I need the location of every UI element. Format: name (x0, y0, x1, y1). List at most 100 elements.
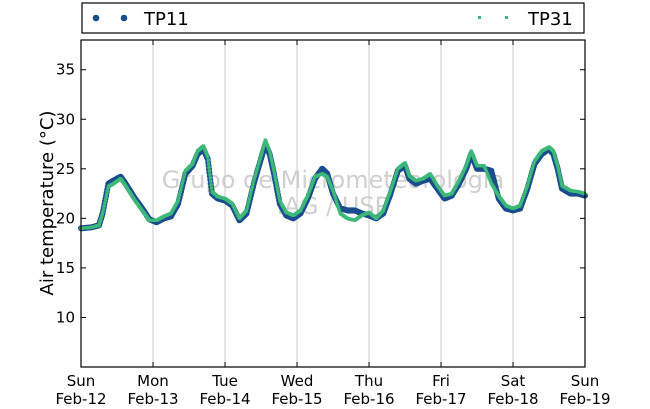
data-point (331, 189, 335, 193)
data-point (337, 209, 342, 213)
data-point (207, 162, 211, 166)
data-point (255, 166, 259, 170)
data-point (557, 172, 561, 176)
data-point (273, 175, 277, 179)
data-point (558, 176, 562, 180)
data-point (529, 171, 533, 175)
data-point (252, 179, 256, 183)
data-point (268, 149, 272, 153)
data-point (386, 195, 390, 199)
x-tick-label-date: Feb-19 (559, 390, 610, 408)
data-point (487, 176, 491, 180)
ticks: SunFeb-12MonFeb-13TueFeb-14WedFeb-15ThuF… (55, 40, 611, 408)
data-point (308, 188, 312, 192)
data-point (559, 182, 564, 186)
data-point (520, 199, 524, 204)
data-point (258, 156, 262, 160)
y-tick-label: 35 (56, 61, 75, 79)
data-point (392, 178, 396, 182)
data-point (530, 166, 534, 170)
data-point (531, 164, 535, 168)
data-point (332, 193, 336, 197)
data-point (558, 174, 562, 178)
data-point (268, 153, 273, 157)
data-point (255, 169, 259, 173)
y-tick-label: 30 (56, 110, 75, 128)
x-tick-label-day: Wed (281, 372, 314, 390)
data-point (390, 184, 394, 188)
data-point (335, 200, 339, 204)
y-tick-label: 15 (56, 259, 75, 277)
data-point (269, 155, 273, 159)
data-point (274, 181, 278, 185)
x-tick-label-day: Sat (501, 372, 526, 390)
x-tick-label-date: Feb-15 (271, 390, 322, 408)
data-point (252, 176, 257, 180)
data-point (482, 164, 486, 168)
data-point (394, 171, 398, 175)
data-point (389, 186, 393, 190)
data-point (335, 202, 339, 206)
data-point (483, 166, 487, 170)
data-point (254, 171, 258, 175)
data-point (106, 187, 110, 191)
data-point (485, 171, 489, 175)
legend-tp11-marker-2 (120, 14, 128, 22)
data-point (386, 196, 390, 201)
data-point (208, 172, 212, 176)
data-point (532, 161, 536, 165)
data-point (306, 194, 310, 198)
data-point (178, 193, 182, 197)
data-point (272, 169, 276, 173)
data-point (385, 198, 389, 203)
data-point (310, 182, 314, 186)
data-point (102, 203, 106, 207)
data-point (381, 208, 385, 212)
data-point (557, 170, 561, 174)
data-point (337, 207, 341, 211)
data-point (306, 192, 311, 196)
data-point (258, 159, 262, 163)
data-point (209, 179, 213, 183)
data-point (176, 198, 180, 203)
data-point (105, 193, 109, 197)
data-point (183, 172, 187, 176)
data-point (522, 194, 526, 198)
data-point (391, 182, 395, 186)
data-point (521, 196, 525, 200)
data-point (256, 164, 260, 168)
x-tick-label-date: Feb-12 (55, 390, 106, 408)
data-point (207, 169, 211, 173)
data-point (271, 167, 276, 171)
data-point (309, 186, 313, 190)
data-point (484, 167, 488, 171)
data-point (271, 165, 275, 169)
data-point (208, 176, 212, 180)
data-point (178, 190, 182, 194)
data-point (182, 175, 186, 179)
data-point (257, 161, 261, 165)
y-axis-label: Air temperature (°C) (37, 111, 58, 296)
data-point (245, 208, 249, 212)
data-point (522, 192, 527, 196)
data-point (104, 195, 108, 199)
data-point (486, 174, 491, 179)
legend-frame (81, 2, 585, 34)
data-point (389, 189, 393, 193)
data-point (207, 165, 211, 169)
data-point (525, 184, 529, 188)
data-point (334, 198, 338, 202)
data-point (307, 190, 311, 194)
data-point (519, 201, 523, 206)
data-point (210, 186, 214, 190)
data-point (181, 178, 185, 182)
data-point (311, 180, 315, 184)
legend-tp31-marker-1 (478, 16, 481, 19)
data-point (528, 174, 532, 178)
data-point (489, 180, 493, 184)
data-point (103, 201, 107, 205)
data-point (253, 174, 257, 178)
y-tick-label: 10 (56, 308, 75, 326)
data-point (276, 190, 280, 194)
y-tick-label: 25 (56, 160, 75, 178)
